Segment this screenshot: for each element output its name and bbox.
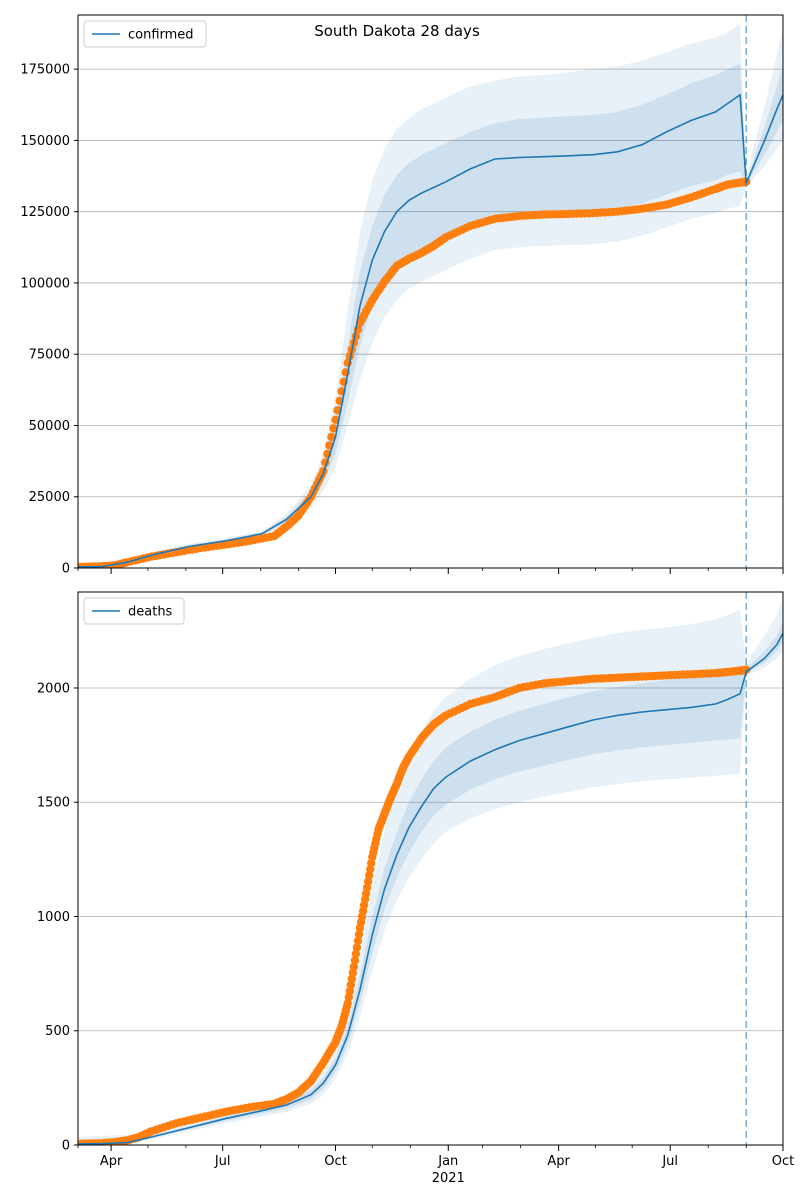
observed-point: [350, 956, 360, 965]
observed-point: [353, 936, 363, 946]
y-tick-label: 2000: [37, 681, 70, 696]
y-tick-label: 0: [62, 1139, 70, 1154]
axes-frame: [77, 591, 784, 1146]
legend-box: [83, 597, 185, 625]
x-tick-label: Apr: [100, 1154, 123, 1169]
x-tick-label: Jan: [437, 1154, 458, 1169]
observed-point: [354, 930, 364, 939]
y-tick-label: 1500: [37, 796, 70, 811]
x-year-label: 2021: [432, 1171, 465, 1186]
y-tick-label: 500: [45, 1024, 70, 1039]
y-tick-label: 0: [62, 562, 70, 577]
legend-label: confirmed: [128, 28, 194, 43]
observed-point: [349, 962, 359, 971]
figure-title: South Dakota 28 days: [314, 22, 480, 40]
model-median-line: [78, 632, 783, 1145]
observed-point: [329, 424, 338, 433]
outer-uncertainty-band: [78, 23, 783, 568]
x-tick-label: Apr: [547, 1154, 570, 1169]
observed-point: [331, 415, 340, 424]
legend-box: [83, 20, 207, 48]
deaths-panel: 0 500 1000 1500 2000 Apr Jul Oct Jan Apr Jul Oct 202…: [37, 591, 794, 1186]
legend-label: deaths: [128, 605, 173, 620]
axes-frame: [77, 14, 784, 569]
x-tick-label: Oct: [772, 1154, 794, 1169]
x-tick-label: Jul: [661, 1154, 678, 1169]
outer-uncertainty-band: [78, 596, 783, 1145]
plot-area: [78, 15, 783, 568]
plot-area: [78, 592, 783, 1145]
observed-point: [352, 943, 362, 952]
y-tick-label: 50000: [29, 419, 70, 434]
legend: deaths: [83, 597, 185, 625]
x-tick-label: Jul: [214, 1154, 231, 1169]
legend: confirmed: [83, 20, 207, 48]
observed-point: [351, 949, 361, 958]
inner-uncertainty-band: [78, 63, 783, 568]
model-median-line: [78, 93, 783, 568]
y-tick-label: 25000: [29, 490, 70, 505]
y-tick-label: 1000: [37, 910, 70, 925]
confirmed-panel: 0 25000 50000 75000 100000 125000 150000 175000…: [20, 14, 784, 577]
x-tick-label: Oct: [324, 1154, 346, 1169]
y-tick-label: 125000: [20, 205, 70, 220]
y-tick-label: 175000: [20, 63, 70, 78]
y-tick-label: 75000: [29, 348, 70, 363]
observed-point: [327, 432, 336, 442]
inner-uncertainty-band: [78, 621, 783, 1145]
y-tick-label: 150000: [20, 134, 70, 149]
y-tick-label: 100000: [20, 276, 70, 291]
